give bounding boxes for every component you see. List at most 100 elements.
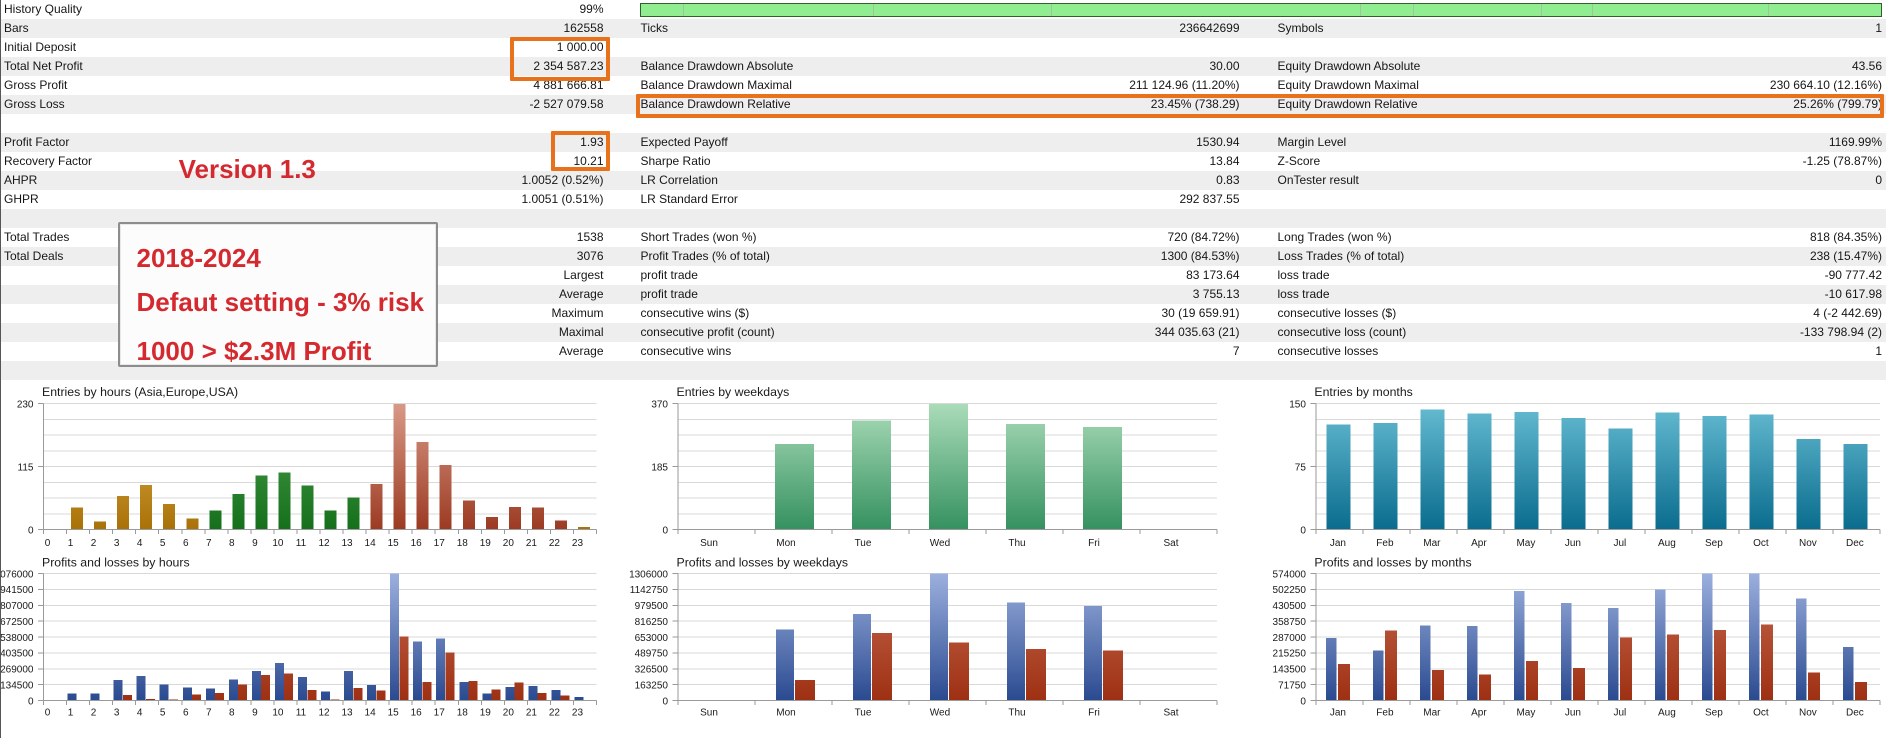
- svg-text:Oct: Oct: [1753, 707, 1769, 718]
- svg-text:19: 19: [480, 538, 492, 549]
- svg-text:5: 5: [160, 538, 166, 549]
- svg-text:653000: 653000: [635, 633, 669, 644]
- svg-text:7: 7: [206, 707, 212, 718]
- svg-text:0: 0: [662, 525, 668, 536]
- svg-text:2: 2: [91, 538, 97, 549]
- svg-text:Mon: Mon: [776, 707, 795, 718]
- svg-text:Sep: Sep: [1705, 538, 1723, 549]
- svg-text:Oct: Oct: [1753, 538, 1769, 549]
- svg-text:0: 0: [45, 707, 51, 718]
- svg-text:11: 11: [296, 538, 307, 549]
- svg-text:16: 16: [411, 538, 423, 549]
- svg-text:672500: 672500: [0, 617, 34, 628]
- svg-text:75: 75: [1295, 462, 1307, 473]
- svg-text:430500: 430500: [1273, 601, 1307, 612]
- svg-text:71750: 71750: [1278, 680, 1306, 691]
- svg-text:20: 20: [503, 538, 515, 549]
- svg-text:502250: 502250: [1273, 585, 1307, 596]
- svg-text:230: 230: [17, 399, 34, 410]
- svg-text:15: 15: [388, 538, 400, 549]
- svg-text:1076000: 1076000: [0, 569, 34, 580]
- svg-text:Profits and losses by hours: Profits and losses by hours: [42, 555, 190, 569]
- svg-text:23: 23: [572, 538, 584, 549]
- svg-text:574000: 574000: [1273, 569, 1307, 580]
- svg-text:0: 0: [28, 696, 34, 707]
- svg-text:358750: 358750: [1273, 617, 1307, 628]
- svg-text:4: 4: [137, 538, 143, 549]
- svg-text:Aug: Aug: [1658, 707, 1676, 718]
- svg-text:8: 8: [229, 707, 235, 718]
- svg-text:Sat: Sat: [1163, 538, 1178, 549]
- svg-text:Jul: Jul: [1614, 707, 1627, 718]
- svg-text:370: 370: [651, 399, 668, 410]
- svg-text:Apr: Apr: [1471, 538, 1487, 549]
- svg-text:Entries by months: Entries by months: [1314, 385, 1412, 399]
- svg-text:21: 21: [526, 707, 538, 718]
- svg-text:Profits and losses by months: Profits and losses by months: [1314, 555, 1471, 569]
- svg-text:150: 150: [1289, 399, 1306, 410]
- svg-text:215250: 215250: [1273, 649, 1307, 660]
- svg-text:Tue: Tue: [855, 538, 872, 549]
- svg-text:12: 12: [318, 707, 330, 718]
- svg-text:Dec: Dec: [1846, 538, 1864, 549]
- svg-text:Apr: Apr: [1471, 707, 1487, 718]
- svg-text:326500: 326500: [635, 665, 669, 676]
- svg-text:Mar: Mar: [1423, 538, 1441, 549]
- svg-text:1306000: 1306000: [629, 569, 668, 580]
- svg-text:11: 11: [296, 707, 307, 718]
- svg-text:Wed: Wed: [930, 707, 950, 718]
- svg-text:10: 10: [272, 538, 284, 549]
- svg-text:14: 14: [365, 538, 377, 549]
- svg-text:Wed: Wed: [930, 538, 950, 549]
- svg-text:18: 18: [457, 538, 469, 549]
- svg-text:Profits and losses by weekdays: Profits and losses by weekdays: [677, 555, 849, 569]
- svg-text:Feb: Feb: [1376, 707, 1394, 718]
- svg-text:7: 7: [206, 538, 212, 549]
- svg-text:Entries by hours (Asia,Europe,: Entries by hours (Asia,Europe,USA): [42, 385, 238, 399]
- svg-text:10: 10: [272, 707, 284, 718]
- svg-text:287000: 287000: [1273, 633, 1307, 644]
- svg-text:15: 15: [388, 707, 400, 718]
- svg-text:143500: 143500: [1273, 665, 1307, 676]
- svg-text:0: 0: [45, 538, 51, 549]
- svg-text:12: 12: [318, 538, 330, 549]
- svg-text:20: 20: [503, 707, 515, 718]
- svg-text:May: May: [1516, 538, 1535, 549]
- svg-text:0: 0: [1300, 696, 1306, 707]
- svg-text:2: 2: [91, 707, 97, 718]
- svg-text:Dec: Dec: [1846, 707, 1864, 718]
- svg-text:Jan: Jan: [1330, 538, 1346, 549]
- svg-text:115: 115: [18, 462, 34, 473]
- svg-text:16: 16: [411, 707, 423, 718]
- svg-text:163250: 163250: [635, 680, 669, 691]
- svg-text:269000: 269000: [0, 665, 34, 676]
- svg-text:May: May: [1516, 707, 1535, 718]
- svg-text:1142750: 1142750: [630, 585, 669, 596]
- svg-text:13: 13: [341, 707, 353, 718]
- svg-text:Fri: Fri: [1088, 707, 1100, 718]
- svg-text:5: 5: [160, 707, 166, 718]
- svg-text:807000: 807000: [0, 601, 34, 612]
- svg-text:Fri: Fri: [1088, 538, 1100, 549]
- svg-text:0: 0: [28, 525, 34, 536]
- svg-text:Jun: Jun: [1565, 707, 1581, 718]
- svg-text:19: 19: [480, 707, 492, 718]
- svg-text:21: 21: [526, 538, 538, 549]
- svg-text:Thu: Thu: [1008, 707, 1025, 718]
- svg-text:Entries by weekdays: Entries by weekdays: [677, 385, 790, 399]
- svg-text:Aug: Aug: [1658, 538, 1676, 549]
- svg-text:1: 1: [68, 538, 74, 549]
- svg-text:Nov: Nov: [1799, 707, 1817, 718]
- svg-text:134500: 134500: [0, 680, 34, 691]
- svg-text:Jan: Jan: [1330, 707, 1346, 718]
- svg-text:185: 185: [651, 462, 668, 473]
- svg-text:816250: 816250: [635, 617, 669, 628]
- svg-text:979500: 979500: [635, 601, 669, 612]
- svg-text:17: 17: [434, 707, 446, 718]
- svg-text:Nov: Nov: [1799, 538, 1817, 549]
- svg-text:9: 9: [252, 538, 258, 549]
- svg-text:Jun: Jun: [1565, 538, 1581, 549]
- svg-text:Sep: Sep: [1705, 707, 1723, 718]
- svg-text:9: 9: [252, 707, 258, 718]
- svg-text:13: 13: [341, 538, 353, 549]
